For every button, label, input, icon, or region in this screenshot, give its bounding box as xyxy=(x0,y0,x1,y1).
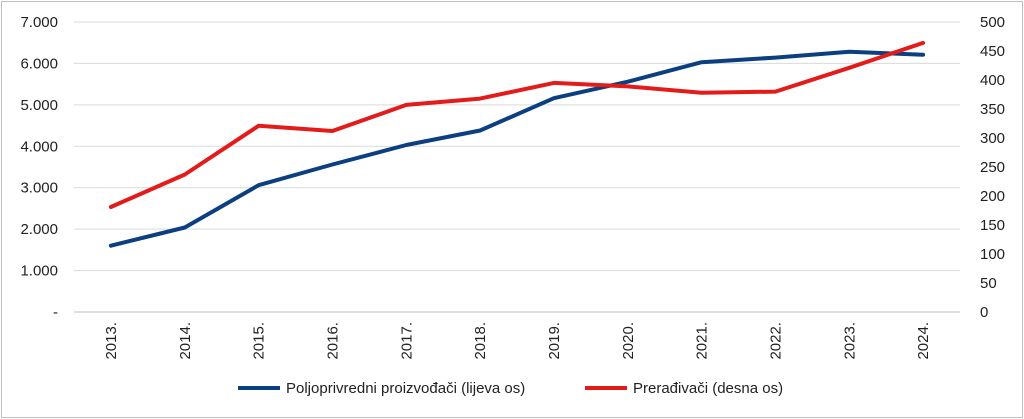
x-tick-label: 2023. xyxy=(841,322,858,360)
x-tick-label: 2014. xyxy=(177,322,194,360)
left-tick-label: 4.000 xyxy=(20,138,58,155)
gridlines xyxy=(74,21,960,272)
right-tick-label: 300 xyxy=(980,130,1005,147)
series-lines xyxy=(108,40,926,248)
right-tick-label: 150 xyxy=(980,217,1005,234)
left-tick-label: - xyxy=(53,304,58,321)
right-tick-label: 50 xyxy=(980,275,997,292)
x-tick-label: 2022. xyxy=(767,322,784,360)
left-tick-label: 3.000 xyxy=(20,180,58,197)
right-tick-label: 0 xyxy=(980,304,988,321)
right-axis-tick-labels: 0 50 100 150 200 250 300 350 400 450 500 xyxy=(980,14,1005,321)
x-tick-label: 2013. xyxy=(103,322,120,360)
right-tick-label: 250 xyxy=(980,159,1005,176)
x-tick-label: 2015. xyxy=(251,322,268,360)
x-tick-label: 2021. xyxy=(694,322,711,360)
x-tick-label: 2020. xyxy=(620,322,637,360)
x-tick-label: 2017. xyxy=(398,322,415,360)
x-tick-label: 2018. xyxy=(472,322,489,360)
x-tick-label: 2024. xyxy=(915,322,932,360)
x-axis-tick-labels: 2013. 2014. 2015. 2016. 2017. 2018. 2019. 2020.… xyxy=(103,322,932,360)
x-tick-label: 2019. xyxy=(546,322,563,360)
legend: Poljoprivredni proizvođači (lijeva os) P… xyxy=(238,380,783,397)
left-tick-label: 1.000 xyxy=(20,263,58,280)
left-tick-label: 7.000 xyxy=(20,14,58,31)
x-tick-label: 2016. xyxy=(324,322,341,360)
left-tick-label: 2.000 xyxy=(20,221,58,238)
right-tick-label: 500 xyxy=(980,14,1005,31)
right-tick-label: 350 xyxy=(980,101,1005,118)
left-tick-label: 6.000 xyxy=(20,55,58,72)
legend-label-processors: Prerađivači (desna os) xyxy=(633,380,783,397)
series-line-agricultural-producers xyxy=(108,49,926,248)
left-axis-tick-labels: - 1.000 2.000 3.000 4.000 5.000 6.000 7.000 xyxy=(20,14,58,321)
left-tick-label: 5.000 xyxy=(20,97,58,114)
right-tick-label: 400 xyxy=(980,72,1005,89)
right-tick-label: 100 xyxy=(980,246,1005,263)
right-tick-label: 200 xyxy=(980,188,1005,205)
legend-label-agricultural-producers: Poljoprivredni proizvođači (lijeva os) xyxy=(286,380,525,397)
right-tick-label: 450 xyxy=(980,43,1005,60)
series-line-processors xyxy=(108,40,926,209)
